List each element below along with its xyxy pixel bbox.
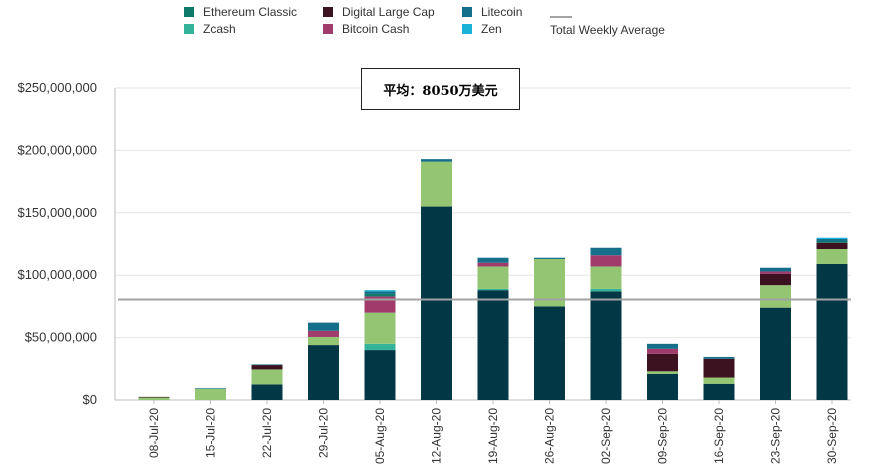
legend-swatch <box>184 7 194 17</box>
bar-segment <box>703 356 735 359</box>
chart-legend: Ethereum Classic Zcash Digital Large Cap… <box>0 0 876 40</box>
legend-label: Ethereum Classic <box>203 5 298 19</box>
bar-segment <box>251 384 283 400</box>
y-tick-label: $100,000,000 <box>17 267 97 282</box>
legend-item-weekly-average <box>550 16 572 18</box>
bar-segment <box>703 358 735 378</box>
bar-segment <box>534 257 565 259</box>
x-tick-label: 15-Jul-20 <box>204 408 218 458</box>
legend-item-litecoin: Litecoin <box>462 5 522 19</box>
x-tick-label: 29-Jul-20 <box>317 408 331 458</box>
x-tick-label: 26-Aug-20 <box>543 408 557 464</box>
bar-segment <box>421 206 452 400</box>
bar-segment <box>477 288 509 291</box>
y-tick-label: $50,000,000 <box>25 330 97 345</box>
average-annotation: 平均：8050万美元 <box>361 68 520 110</box>
legend-line-swatch <box>550 16 572 18</box>
x-tick-label: 16-Sep-20 <box>712 408 726 464</box>
y-tick-label: $0 <box>83 392 97 407</box>
legend-item-bitcoin-cash: Bitcoin Cash <box>323 22 409 36</box>
y-tick-label: $250,000,000 <box>17 80 97 95</box>
bar-segment <box>703 383 735 400</box>
bar-segment <box>647 371 678 374</box>
bar-segment <box>534 258 565 307</box>
bar-segment <box>590 288 622 292</box>
legend-label: Bitcoin Cash <box>342 22 410 36</box>
x-tick-label: 02-Sep-20 <box>599 408 613 464</box>
x-tick-label: 09-Sep-20 <box>656 408 670 464</box>
bar-segment <box>308 322 339 331</box>
bar-segment <box>590 255 622 267</box>
bar-segment <box>647 373 678 400</box>
legend-label: Zcash <box>203 22 236 36</box>
bar-segment <box>590 247 622 256</box>
bar-segment <box>760 285 791 308</box>
legend-label: Litecoin <box>481 5 523 19</box>
bar-segment <box>138 397 170 400</box>
y-tick-label: $150,000,000 <box>17 205 97 220</box>
bar-segment <box>308 336 339 346</box>
bar-segment <box>308 345 339 400</box>
bar-segment <box>477 266 509 289</box>
bar-segment <box>308 330 339 337</box>
bar-segment <box>364 312 396 344</box>
bar-segment <box>590 266 622 289</box>
bar-segment <box>364 350 396 400</box>
x-tick-label: 08-Jul-20 <box>147 408 161 458</box>
average-annotation-text: 平均：8050万美元 <box>383 83 498 99</box>
bar-segment <box>477 290 509 400</box>
bar-segment <box>816 239 848 242</box>
bar-segment <box>138 396 170 398</box>
legend-swatch <box>323 24 333 34</box>
bar-segment <box>647 348 678 354</box>
legend-swatch <box>462 7 472 17</box>
bar-segment <box>477 257 509 263</box>
x-tick-label: 12-Aug-20 <box>430 408 444 464</box>
bar-segment <box>195 388 226 400</box>
bar-segment <box>816 242 848 249</box>
legend-swatch <box>184 24 194 34</box>
x-tick-label: 05-Aug-20 <box>373 408 387 464</box>
legend-label: Zen <box>481 22 502 36</box>
bar-segment <box>816 241 848 243</box>
bar-segment <box>816 237 848 240</box>
bar-segment <box>703 377 735 384</box>
legend-swatch <box>462 24 472 34</box>
x-tick-label: 30-Sep-20 <box>825 408 839 464</box>
bar-segment <box>647 343 678 349</box>
x-tick-label: 19-Aug-20 <box>486 408 500 464</box>
bar-segment <box>760 267 791 272</box>
bar-segment <box>647 353 678 372</box>
bar-segment <box>760 307 791 400</box>
bar-segment <box>195 388 226 389</box>
legend-label: Total Weekly Average <box>550 23 665 37</box>
bar-segment <box>251 369 283 385</box>
legend-item-digital-large-cap: Digital Large Cap <box>323 5 435 19</box>
legend-label: Digital Large Cap <box>342 5 435 19</box>
bar-segment <box>251 365 283 370</box>
bar-segment <box>421 161 452 207</box>
bar-segment <box>760 271 791 274</box>
y-tick-label: $200,000,000 <box>17 142 97 157</box>
bar-segment <box>364 343 396 351</box>
bar-segment <box>534 306 565 400</box>
bar-segment <box>477 262 509 267</box>
legend-item-ethereum-classic: Ethereum Classic <box>184 5 297 19</box>
bar-segment <box>364 293 396 297</box>
bar-segment <box>364 291 396 294</box>
legend-item-total-weekly-average: Total Weekly Average <box>550 23 665 37</box>
bar-segment <box>760 273 791 286</box>
x-tick-label: 23-Sep-20 <box>769 408 783 464</box>
bar-segment <box>421 159 452 162</box>
x-tick-label: 22-Jul-20 <box>260 408 274 458</box>
bar-segment <box>816 263 848 400</box>
bar-segment <box>251 364 283 366</box>
bar-segment <box>364 290 396 292</box>
bar-segment <box>816 248 848 264</box>
legend-item-zen: Zen <box>462 22 502 36</box>
legend-swatch <box>323 7 333 17</box>
legend-item-zcash: Zcash <box>184 22 236 36</box>
bar-segment <box>590 291 622 400</box>
